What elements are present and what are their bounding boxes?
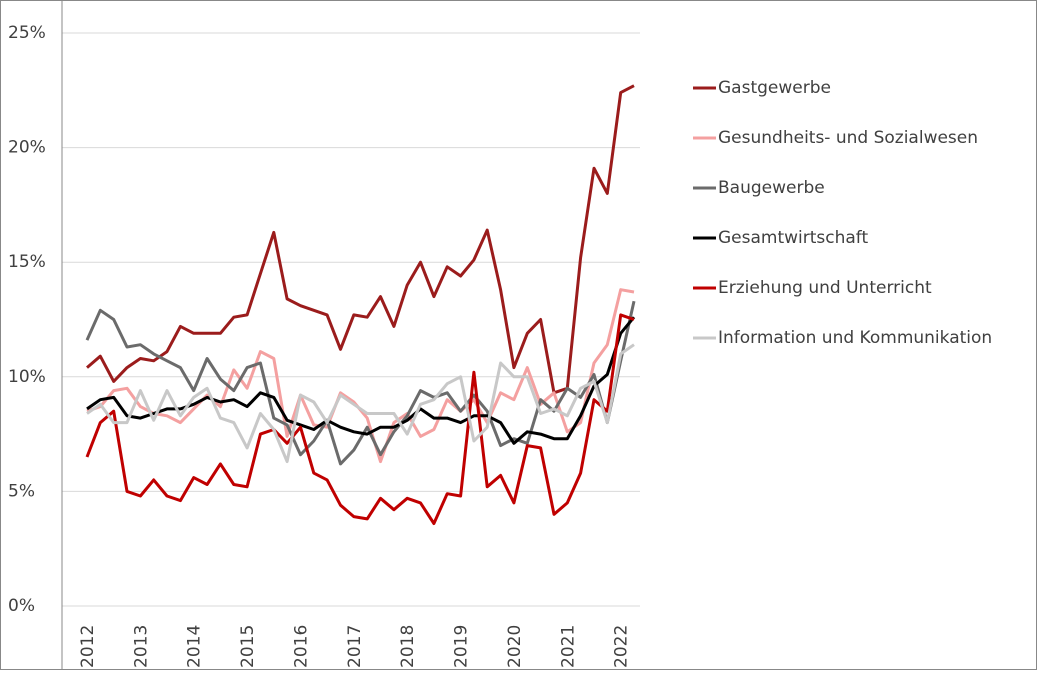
x-tick-label: 2016 bbox=[291, 625, 311, 668]
x-tick-label: 2020 bbox=[505, 625, 525, 668]
x-tick-label: 2021 bbox=[558, 625, 578, 668]
y-tick-label: 5% bbox=[8, 481, 35, 501]
x-tick-label: 2012 bbox=[78, 625, 98, 668]
y-tick-label: 20% bbox=[8, 138, 46, 158]
series-line bbox=[86, 84, 635, 395]
legend-label: Gesundheits- und Sozialwesen bbox=[718, 128, 978, 148]
y-tick-label: 25% bbox=[8, 23, 46, 43]
y-tick-label: 0% bbox=[8, 596, 35, 616]
y-tick-label: 10% bbox=[8, 367, 46, 387]
x-tick-label: 2015 bbox=[238, 625, 258, 668]
x-tick-label: 2022 bbox=[612, 625, 632, 668]
legend-label: Gesamtwirtschaft bbox=[718, 228, 868, 248]
legend-label: Erziehung und Unterricht bbox=[718, 278, 932, 298]
x-tick-label: 2017 bbox=[345, 625, 365, 668]
y-tick-label: 15% bbox=[8, 252, 46, 272]
legend-label: Information und Kommunikation bbox=[718, 328, 992, 348]
series-line bbox=[85, 313, 635, 525]
series-line bbox=[85, 300, 636, 466]
legend: Gastgewerbe Gesundheits- und Sozialwesen B… bbox=[693, 78, 992, 348]
legend-label: Baugewerbe bbox=[718, 178, 825, 198]
series-line bbox=[86, 343, 635, 464]
x-tick-label: 2019 bbox=[452, 625, 472, 668]
x-tick-label: 2014 bbox=[185, 625, 205, 668]
x-tick-label: 2013 bbox=[131, 625, 151, 668]
x-tick-label: 2018 bbox=[398, 625, 418, 668]
legend-label: Gastgewerbe bbox=[718, 78, 831, 98]
